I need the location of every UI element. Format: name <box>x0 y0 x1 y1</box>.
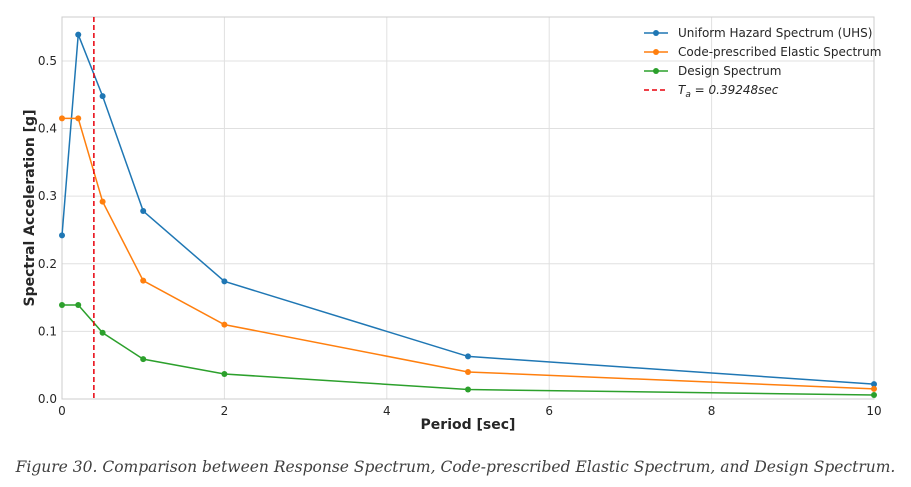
legend-label: Design Spectrum <box>678 64 781 78</box>
figure-caption: Figure 30. Comparison between Response S… <box>15 458 896 476</box>
data-point <box>465 386 471 393</box>
data-point <box>99 198 106 205</box>
data-point <box>871 385 877 392</box>
data-point <box>140 208 147 215</box>
data-point <box>871 381 877 388</box>
series-line <box>62 304 875 396</box>
spectrum-chart: 0 2 4 6 8 10 0.0 0.1 0.2 0.3 0.4 0.5 Period [sec] S… <box>22 16 882 433</box>
data-point <box>221 370 228 377</box>
data-point <box>75 302 82 309</box>
x-tick-label: 0 <box>58 404 66 418</box>
data-point <box>99 93 106 100</box>
x-tick-label: 10 <box>866 404 881 418</box>
data-point <box>221 321 228 328</box>
legend-label: Code-prescribed Elastic Spectrum <box>678 45 881 59</box>
data-point <box>59 302 65 309</box>
series <box>59 31 877 398</box>
series-line <box>62 117 875 390</box>
legend-marker <box>653 30 659 36</box>
x-axis-title: Period [sec] <box>421 417 516 433</box>
legend-label: Ta = 0.39248sec <box>678 83 779 100</box>
data-point <box>221 278 228 285</box>
data-point <box>59 115 65 122</box>
data-point <box>140 356 147 363</box>
data-point <box>871 391 877 398</box>
data-point <box>75 31 82 38</box>
axis-ticks: 0 2 4 6 8 10 0.0 0.1 0.2 0.3 0.4 0.5 <box>38 54 882 418</box>
y-tick-label: 0.3 <box>38 189 57 203</box>
data-point <box>465 368 471 375</box>
y-tick-label: 0.1 <box>38 324 57 338</box>
y-axis-title: Spectral Acceleration [g] <box>22 110 38 307</box>
data-point <box>99 329 106 336</box>
x-tick-label: 4 <box>383 404 391 418</box>
plot-area <box>61 16 875 400</box>
x-tick-label: 2 <box>221 404 229 418</box>
data-point <box>75 115 82 122</box>
data-point <box>140 277 147 284</box>
x-tick-label: 6 <box>545 404 553 418</box>
legend: Uniform Hazard Spectrum (UHS) Code-prescr… <box>644 26 881 100</box>
legend-marker <box>653 68 659 74</box>
data-point <box>59 232 65 239</box>
y-tick-label: 0.2 <box>38 257 57 271</box>
data-point <box>465 353 471 360</box>
legend-marker <box>653 49 659 55</box>
y-tick-label: 0.0 <box>38 392 57 406</box>
y-tick-label: 0.4 <box>38 122 57 136</box>
x-tick-label: 8 <box>708 404 716 418</box>
legend-label: Uniform Hazard Spectrum (UHS) <box>678 26 872 40</box>
y-tick-label: 0.5 <box>38 54 57 68</box>
